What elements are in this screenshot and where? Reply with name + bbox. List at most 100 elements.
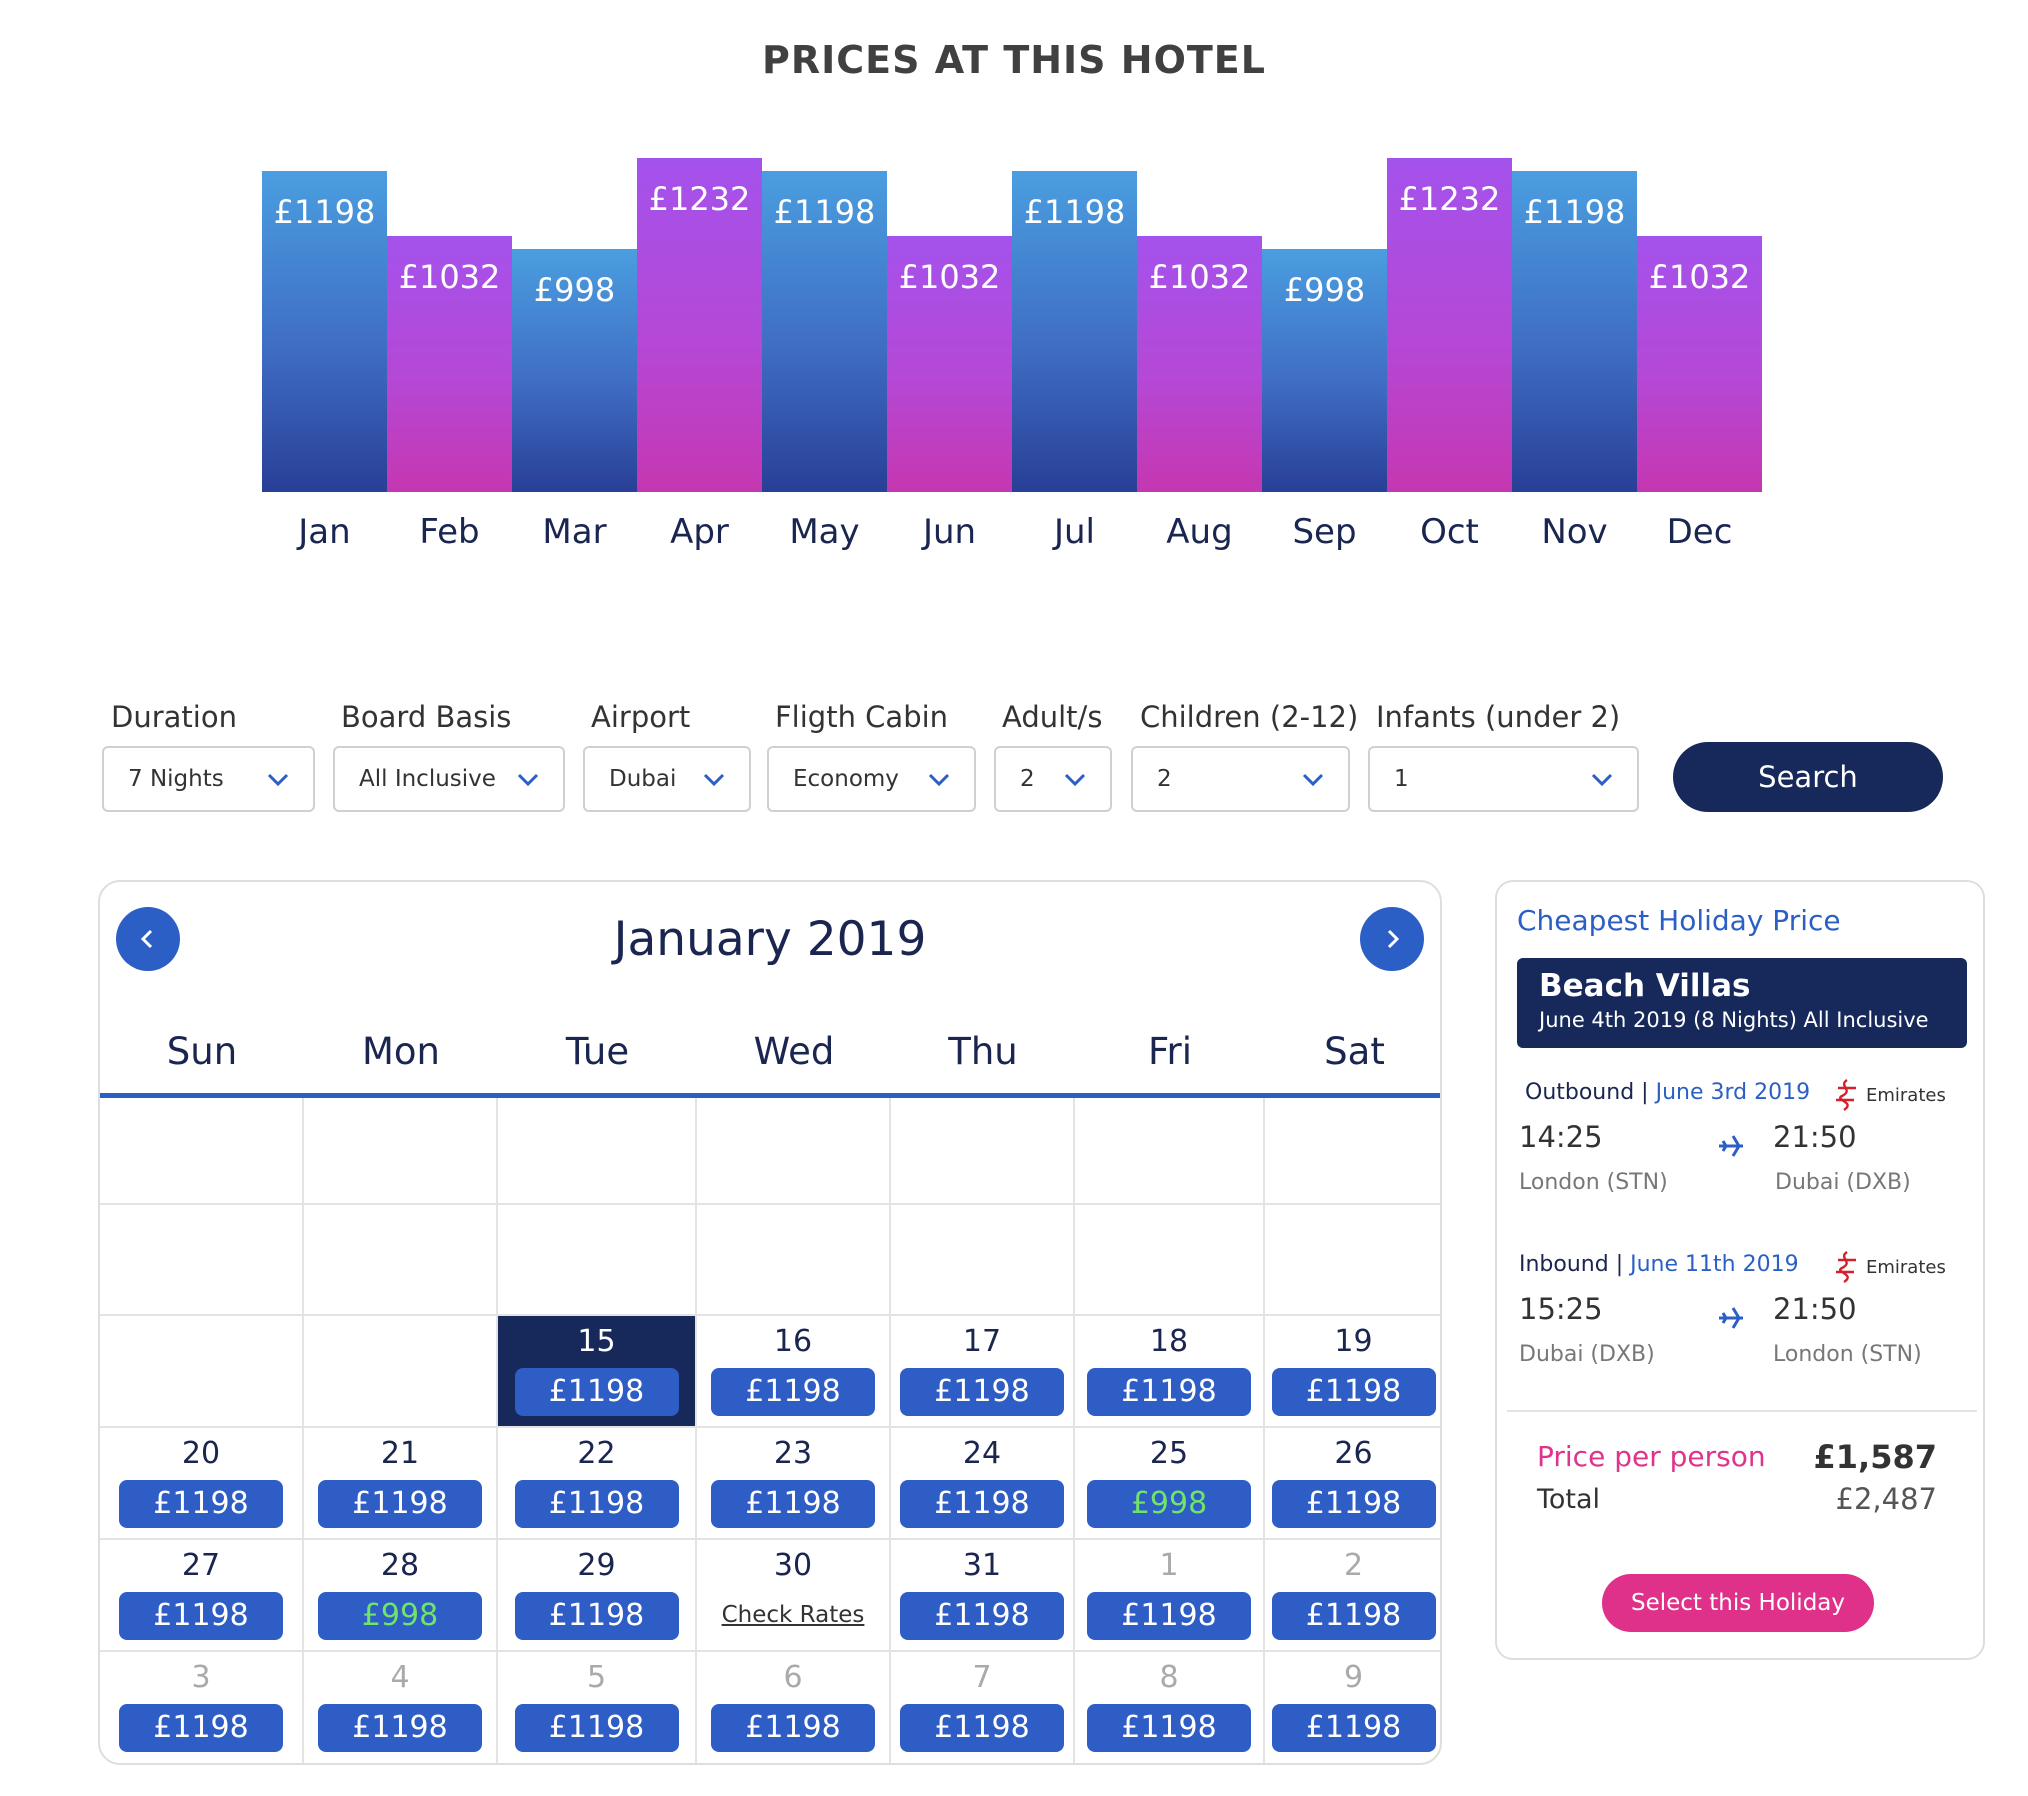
- airport-select[interactable]: Dubai: [583, 746, 751, 812]
- chart-bar-jun[interactable]: £1032: [887, 235, 1012, 492]
- day-price-button[interactable]: £1198: [119, 1480, 283, 1528]
- chart-bar-feb[interactable]: £1032: [387, 235, 512, 492]
- calendar-day-cell[interactable]: 21 £1198: [304, 1428, 498, 1540]
- day-price-button[interactable]: £1198: [318, 1704, 482, 1752]
- calendar-day-cell[interactable]: 24 £1198: [891, 1428, 1075, 1540]
- chart-bar-aug[interactable]: £1032: [1137, 235, 1262, 492]
- board-select[interactable]: All Inclusive: [333, 746, 565, 812]
- day-price-button[interactable]: £1198: [900, 1592, 1064, 1640]
- day-price-button[interactable]: £1198: [1271, 1592, 1436, 1640]
- calendar-day-cell[interactable]: 16 £1198: [697, 1316, 891, 1428]
- children-select[interactable]: 2: [1131, 746, 1350, 812]
- day-number: 25: [1149, 1436, 1189, 1471]
- day-price-button[interactable]: £1198: [514, 1368, 679, 1416]
- bar-value-label: £1198: [773, 193, 876, 232]
- day-price-button[interactable]: £1198: [1087, 1704, 1251, 1752]
- calendar-day-cell[interactable]: 2 £1198: [1265, 1540, 1440, 1652]
- calendar-day-cell[interactable]: 17 £1198: [891, 1316, 1075, 1428]
- calendar-day-cell[interactable]: 18 £1198: [1075, 1316, 1265, 1428]
- calendar-day-cell[interactable]: 15 £1198: [498, 1316, 697, 1428]
- calendar-day-cell[interactable]: 25 £998: [1075, 1428, 1265, 1540]
- inbound-airline: Emirates: [1832, 1250, 1946, 1286]
- calendar-day-cell[interactable]: 7 £1198: [891, 1652, 1075, 1763]
- calendar-empty-cell: [697, 1098, 891, 1205]
- day-number: 5: [586, 1660, 607, 1695]
- day-price-button[interactable]: £1198: [711, 1368, 875, 1416]
- day-price-button[interactable]: £1198: [514, 1704, 679, 1752]
- inbound-arrive-time: 21:50: [1773, 1292, 1857, 1326]
- plane-icon: [1719, 1135, 1743, 1157]
- day-price-button[interactable]: £1198: [119, 1592, 283, 1640]
- day-number: 1: [1159, 1548, 1179, 1583]
- day-price-button[interactable]: £1198: [1271, 1704, 1436, 1752]
- calendar-day-cell[interactable]: 26 £1198: [1265, 1428, 1440, 1540]
- calendar-day-cell[interactable]: 6 £1198: [697, 1652, 891, 1763]
- day-price-button[interactable]: £1198: [1087, 1368, 1251, 1416]
- calendar-day-cell[interactable]: 29 £1198: [498, 1540, 697, 1652]
- search-button[interactable]: Search: [1673, 742, 1943, 812]
- prev-month-button[interactable]: [116, 907, 180, 971]
- day-price-button[interactable]: £1198: [514, 1480, 679, 1528]
- calendar-day-cell[interactable]: 27 £1198: [100, 1540, 304, 1652]
- day-number: 31: [962, 1548, 1002, 1583]
- day-price-button[interactable]: £1198: [1087, 1592, 1251, 1640]
- card-divider: [1507, 1410, 1977, 1412]
- chart-bar-may[interactable]: £1198: [762, 171, 887, 492]
- weekday-label: Sun: [166, 1030, 238, 1073]
- day-price-button[interactable]: £1198: [900, 1480, 1064, 1528]
- chevron-right-icon: [1387, 929, 1400, 949]
- chevron-down-icon: [267, 773, 289, 787]
- day-price-button[interactable]: £1198: [711, 1480, 875, 1528]
- calendar-day-cell[interactable]: 19 £1198: [1265, 1316, 1440, 1428]
- bar-value-label: £1232: [1398, 180, 1501, 218]
- chart-bar-sep[interactable]: £998: [1262, 248, 1387, 492]
- emirates-logo: [1836, 1251, 1856, 1283]
- calendar-day-cell[interactable]: 20 £1198: [100, 1428, 304, 1540]
- calendar-day-cell[interactable]: 8 £1198: [1075, 1652, 1265, 1763]
- duration-value: 7 Nights: [128, 766, 224, 792]
- day-price-button[interactable]: £1198: [318, 1480, 482, 1528]
- day-number: 22: [577, 1436, 616, 1471]
- day-price-button[interactable]: £1198: [900, 1704, 1064, 1752]
- calendar-day-cell[interactable]: 23 £1198: [697, 1428, 891, 1540]
- day-price-button[interactable]: £1198: [119, 1704, 283, 1752]
- inbound-from: Dubai (DXB): [1519, 1342, 1655, 1367]
- chart-bar-mar[interactable]: £998: [512, 248, 637, 492]
- check-rates-link[interactable]: Check Rates: [721, 1602, 865, 1628]
- calendar-day-cell[interactable]: 28 £998: [304, 1540, 498, 1652]
- calendar-day-cell[interactable]: 1 £1198: [1075, 1540, 1265, 1652]
- infants-select[interactable]: 1: [1368, 746, 1639, 812]
- day-price-button[interactable]: £1198: [900, 1368, 1064, 1416]
- day-price-button[interactable]: £1198: [1271, 1480, 1436, 1528]
- adults-select[interactable]: 2: [994, 746, 1112, 812]
- day-price-button[interactable]: £998: [318, 1592, 482, 1640]
- day-price-button[interactable]: £1198: [514, 1592, 679, 1640]
- calendar-day-cell[interactable]: 9 £1198: [1265, 1652, 1440, 1763]
- select-holiday-button[interactable]: Select this Holiday: [1602, 1574, 1874, 1632]
- calendar-day-cell[interactable]: 22 £1198: [498, 1428, 697, 1540]
- day-number: 16: [773, 1324, 813, 1359]
- bar-value-label: £1198: [1023, 193, 1126, 232]
- day-number: 29: [577, 1548, 616, 1583]
- chart-bar-dec[interactable]: £1032: [1637, 235, 1762, 492]
- chart-bar-oct[interactable]: £1232: [1387, 158, 1512, 492]
- chart-bar-jul[interactable]: £1198: [1012, 171, 1137, 492]
- day-number: 6: [783, 1660, 803, 1695]
- day-price-button[interactable]: £998: [1087, 1480, 1251, 1528]
- calendar-day-cell[interactable]: 31 £1198: [891, 1540, 1075, 1652]
- chart-bar-apr[interactable]: £1232: [637, 158, 762, 492]
- calendar-day-cell[interactable]: 5 £1198: [498, 1652, 697, 1763]
- chart-bar-jan[interactable]: £1198: [262, 171, 387, 492]
- calendar-day-cell[interactable]: 4 £1198: [304, 1652, 498, 1763]
- cabin-select[interactable]: Economy: [767, 746, 976, 812]
- duration-select[interactable]: 7 Nights: [102, 746, 315, 812]
- day-price-button[interactable]: £1198: [1271, 1368, 1436, 1416]
- calendar-day-cell[interactable]: 30 Check Rates: [697, 1540, 891, 1652]
- chart-bar-nov[interactable]: £1198: [1512, 171, 1637, 492]
- next-month-button[interactable]: [1360, 907, 1424, 971]
- calendar-empty-cell: [1265, 1205, 1440, 1316]
- weekday-label: Thu: [948, 1030, 1018, 1073]
- calendar-day-cell[interactable]: 3 £1198: [100, 1652, 304, 1763]
- day-number: 23: [773, 1436, 813, 1471]
- day-price-button[interactable]: £1198: [711, 1704, 875, 1752]
